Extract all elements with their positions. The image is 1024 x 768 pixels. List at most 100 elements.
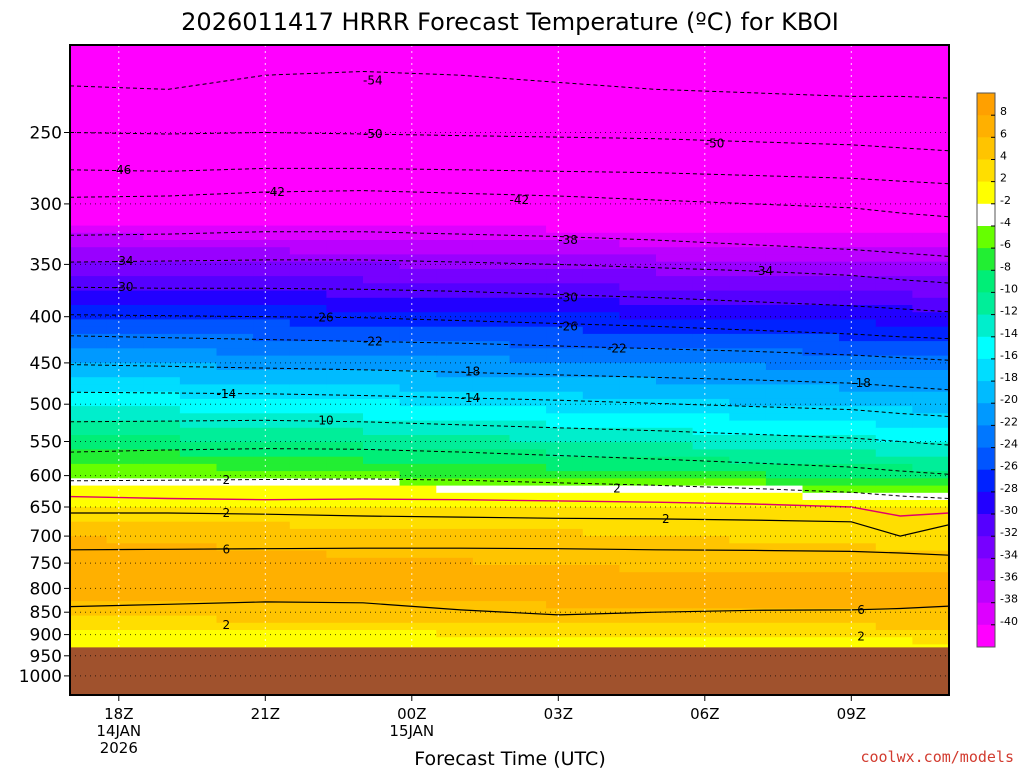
field-cell <box>106 463 144 472</box>
field-cell <box>912 391 949 400</box>
field-cell <box>253 160 291 169</box>
field-cell <box>399 52 437 60</box>
field-cell <box>546 536 584 544</box>
field-cell <box>765 232 804 241</box>
field-cell <box>582 167 620 176</box>
field-cell <box>253 572 291 580</box>
field-cell <box>472 630 511 638</box>
field-cell <box>582 572 620 580</box>
field-cell <box>619 196 657 205</box>
field-cell <box>106 456 144 465</box>
field-cell <box>106 391 144 400</box>
field-cell <box>216 348 254 357</box>
field-cell <box>363 449 401 458</box>
field-cell <box>399 167 437 176</box>
field-cell <box>765 536 804 544</box>
field-cell <box>802 88 840 97</box>
field-cell <box>326 500 364 508</box>
field-cell <box>143 615 181 624</box>
field-cell <box>399 456 437 465</box>
field-cell <box>216 536 254 544</box>
field-cell <box>692 622 730 631</box>
field-cell <box>472 261 511 270</box>
field-cell <box>875 333 913 342</box>
field-cell <box>509 333 547 342</box>
field-cell <box>143 131 181 140</box>
field-cell <box>729 478 767 487</box>
field-cell <box>656 471 694 479</box>
field-cell <box>106 615 144 624</box>
field-cell <box>326 153 364 162</box>
x-axis-label: Forecast Time (UTC) <box>414 748 605 768</box>
field-cell <box>692 370 730 378</box>
field-cell <box>363 203 401 212</box>
field-cell <box>70 117 108 125</box>
field-cell <box>106 471 144 479</box>
field-cell <box>509 377 547 385</box>
field-cell <box>436 514 474 523</box>
field-cell <box>692 203 730 212</box>
field-cell <box>179 73 218 82</box>
field-cell <box>253 333 291 342</box>
field-cell <box>106 146 144 154</box>
field-cell <box>912 52 949 60</box>
field-cell <box>326 492 364 501</box>
field-cell <box>912 586 949 595</box>
field-cell <box>436 557 474 566</box>
field-cell <box>546 427 584 436</box>
field-cell <box>692 630 730 638</box>
field-cell <box>143 52 181 60</box>
contour-label: -30 <box>558 291 578 305</box>
field-cell <box>363 66 401 75</box>
field-cell <box>253 442 291 450</box>
field-cell <box>472 124 511 133</box>
field-cell <box>656 485 694 494</box>
field-cell <box>472 305 511 313</box>
field-cell <box>70 550 108 559</box>
colorbar-label: -18 <box>1000 371 1018 384</box>
field-cell <box>692 66 730 75</box>
colorbar-label: -10 <box>1000 282 1018 295</box>
field-cell <box>692 95 730 104</box>
field-cell <box>472 232 511 241</box>
field-cell <box>216 319 254 328</box>
field-cell <box>179 211 218 219</box>
field-cell <box>326 637 364 645</box>
field-cell <box>656 59 694 68</box>
field-cell <box>912 124 949 133</box>
field-cell <box>289 435 327 443</box>
field-cell <box>70 543 108 552</box>
field-cell <box>875 189 913 198</box>
field-cell <box>143 59 181 68</box>
field-cell <box>326 572 364 580</box>
x-tick-year: 2026 <box>100 739 138 757</box>
field-cell <box>765 305 804 313</box>
field-cell <box>839 110 877 118</box>
field-cell <box>253 398 291 407</box>
colorbar: 8642-2-4-6-8-10-12-14-16-18-20-22-24-26-… <box>976 92 1018 648</box>
field-cell <box>546 117 584 125</box>
field-cell <box>912 175 949 183</box>
field-cell <box>509 52 547 60</box>
field-cell <box>289 124 327 133</box>
field-cell <box>875 247 913 255</box>
field-cell <box>656 601 694 609</box>
field-cell <box>363 131 401 140</box>
field-cell <box>106 492 144 501</box>
field-cell <box>839 500 877 508</box>
field-cell <box>546 124 584 133</box>
field-cell <box>656 312 694 320</box>
field-cell <box>509 66 547 75</box>
field-cell <box>875 485 913 494</box>
field-cell <box>765 622 804 631</box>
field-cell <box>179 579 218 588</box>
credit-text: coolwx.com/models <box>860 748 1014 766</box>
field-cell <box>70 413 108 422</box>
field-cell <box>875 377 913 385</box>
field-cell <box>363 478 401 487</box>
field-cell <box>509 175 547 183</box>
contour-label: -42 <box>265 185 285 199</box>
contour-label: -50 <box>363 127 383 141</box>
field-cell <box>656 593 694 602</box>
field-cell <box>363 45 401 53</box>
